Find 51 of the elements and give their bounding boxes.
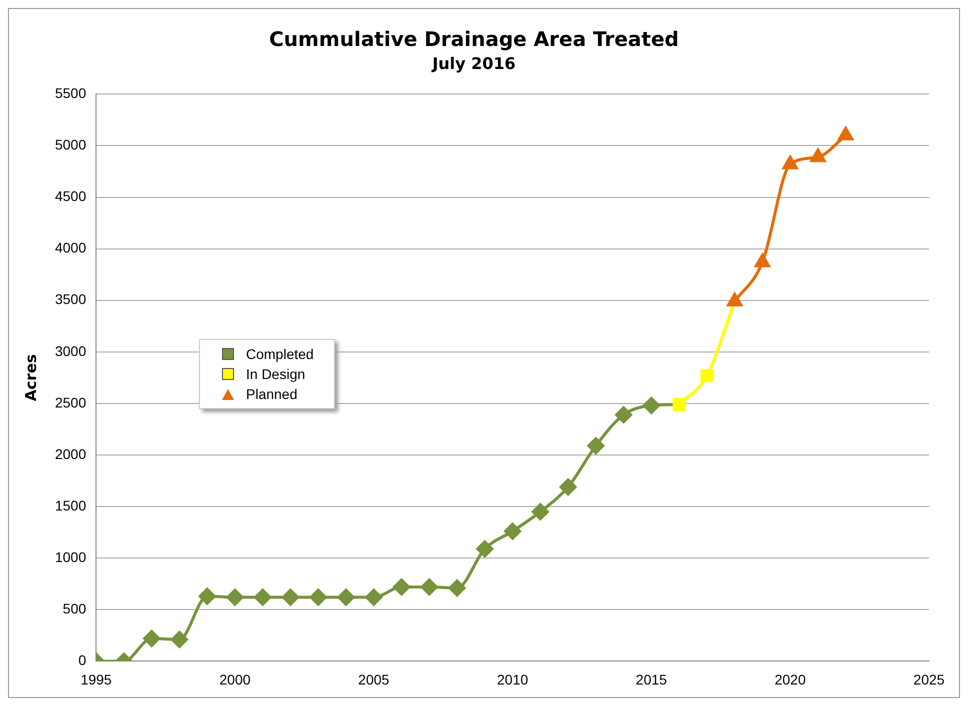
y-tick-label: 1500 (54, 497, 86, 514)
point (504, 522, 522, 540)
point (476, 540, 494, 558)
point (393, 578, 410, 596)
point (448, 580, 466, 597)
point (254, 588, 272, 606)
point (532, 503, 549, 520)
y-tick-label: 5500 (54, 85, 86, 102)
point (642, 397, 660, 414)
point (560, 478, 577, 496)
point (700, 369, 714, 382)
y-tick-label: 5000 (54, 136, 86, 153)
y-tick-label: 4000 (54, 240, 86, 256)
x-tick-label: 2015 (636, 671, 668, 688)
legend-label: Completed (246, 345, 314, 364)
x-tick-label: 2005 (358, 671, 390, 688)
point (282, 588, 299, 606)
y-tick-label: 0 (78, 652, 86, 668)
point (782, 156, 798, 170)
x-tick-label: 2025 (913, 671, 945, 688)
chart-subtitle: July 2016 (431, 54, 516, 73)
y-tick-label: 3000 (54, 342, 86, 359)
x-tick-label: 2010 (496, 671, 528, 688)
point (838, 126, 854, 140)
point (338, 588, 354, 606)
point (420, 578, 438, 596)
point (365, 588, 382, 606)
point (170, 631, 188, 648)
legend-label: Planned (246, 385, 298, 404)
point (587, 437, 604, 454)
point (810, 148, 826, 162)
y-tick-label: 2500 (54, 394, 86, 410)
point (143, 630, 160, 648)
point (198, 588, 216, 605)
x-tick-label: 2000 (219, 671, 251, 688)
y-tick-label: 500 (62, 600, 86, 617)
point (310, 588, 327, 606)
y-tick-label: 1000 (54, 548, 86, 565)
chart-title: Cummulative Drainage Area Treated (269, 27, 679, 52)
point (226, 588, 244, 606)
y-axis-title: Acres (22, 354, 40, 402)
point (754, 254, 770, 268)
y-tick-label: 3500 (54, 291, 86, 308)
y-tick-label: 4500 (54, 188, 86, 204)
point (727, 292, 742, 306)
y-tick-label: 2000 (54, 446, 86, 462)
x-tick-label: 1995 (80, 671, 112, 688)
x-tick-label: 2020 (774, 671, 806, 688)
point (672, 398, 686, 411)
legend-label: In Design (246, 365, 306, 384)
point (615, 406, 632, 424)
